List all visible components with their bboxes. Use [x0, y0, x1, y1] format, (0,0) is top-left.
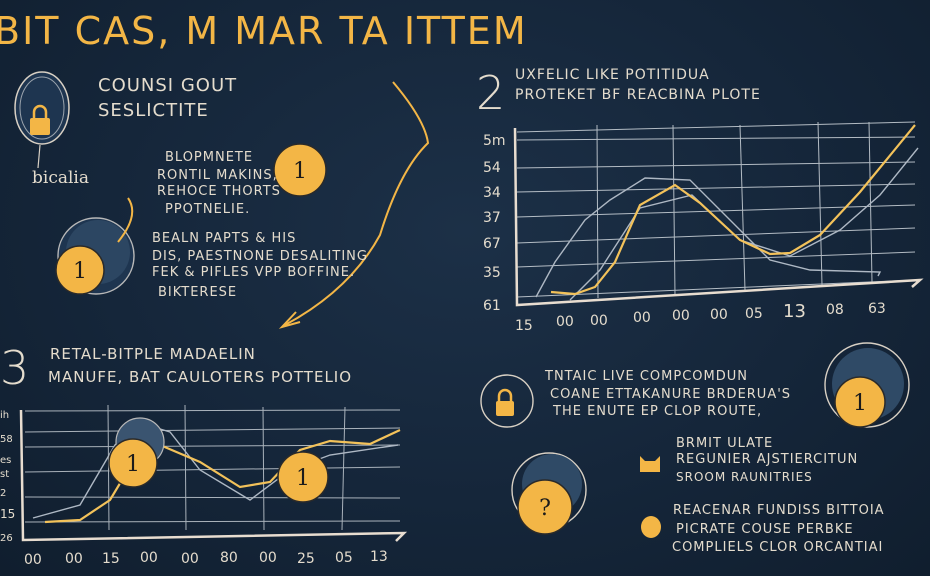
text-line: TNTAIC LIVE COMPCOMDUN: [545, 369, 748, 384]
svg-text:00: 00: [65, 551, 83, 567]
x-tick: 15: [515, 318, 533, 334]
x-tick: 00: [590, 313, 608, 329]
text-line: REGUNIER AJSTIERCITUN: [676, 452, 859, 467]
text-line: DIS, PAESTNONE DESALITING: [152, 249, 368, 264]
svg-text:1: 1: [296, 466, 310, 491]
svg-text:es: es: [0, 455, 11, 466]
svg-text:58: 58: [0, 434, 13, 445]
section1-heading: COUNSI GOUT: [98, 75, 238, 96]
text-line: PICRATE COUSE PERBKE: [676, 522, 854, 537]
globe-badge: 1: [55, 217, 135, 295]
svg-text:26: 26: [0, 533, 13, 544]
arrow-curve-small: [117, 197, 134, 243]
section3-heading: MANUFE, BAT CAULOTERS POTTELIO: [48, 368, 353, 386]
x-tick: 13: [783, 301, 806, 322]
y-tick: 37: [483, 210, 501, 226]
x-tick: 00: [710, 307, 728, 323]
text-line: BRMIT ULATE: [676, 436, 774, 451]
chart-top-right-x-ticks: 15 00 00 00 00 00 05 13 08 63: [515, 301, 886, 334]
badge-1: 1: [273, 143, 327, 197]
series-gray-2: [569, 147, 919, 301]
svg-text:2: 2: [0, 488, 6, 499]
chart-badge-2: 1: [277, 451, 329, 503]
series-gray-1: [535, 177, 882, 298]
svg-text:25: 25: [297, 551, 315, 567]
svg-text:1: 1: [126, 452, 140, 477]
dot-icon: [641, 516, 661, 538]
svg-text:1: 1: [853, 391, 867, 416]
arrow-curve-long: [284, 81, 430, 326]
text-line: RONTIL MAKINS,: [157, 168, 278, 183]
y-tick: 54: [483, 160, 501, 176]
arrow-head-icon: [278, 311, 301, 329]
chart-axes: [513, 127, 924, 307]
chart-badge-1: 1: [108, 417, 165, 488]
section1-heading: SESLICTITE: [98, 100, 209, 121]
text-line: COMPLIELS CLOR ORCANTIAI: [672, 540, 884, 555]
lock-circle-icon: [480, 374, 534, 428]
text-line: COANE ETTAKANURE BRDERUA'S: [550, 387, 792, 402]
svg-text:15: 15: [102, 551, 120, 567]
lock-label: bicalia: [32, 168, 89, 188]
series-gold: [44, 429, 401, 524]
section-number: 2: [476, 66, 507, 120]
svg-text:80: 80: [220, 550, 238, 566]
x-tick: 63: [868, 301, 886, 317]
text-line: THE ENUTE EP CLOP ROUTE,: [553, 404, 763, 419]
text-line: BEALN PAPTS & HIS: [152, 231, 297, 246]
svg-text:13: 13: [370, 549, 388, 565]
chart-axes: [19, 409, 408, 542]
chart-bottom-left-x-ticks: 00 00 15 00 00 80 00 25 05 13: [24, 549, 388, 568]
chart-top-right-y-ticks: 5m 54 34 37 67 35 61: [483, 133, 506, 314]
svg-text:1: 1: [293, 159, 307, 184]
y-tick: 35: [483, 265, 501, 281]
text-line: BLOPMNETE: [165, 150, 254, 165]
section3-heading: RETAL-BITPLE MADAELIN: [50, 345, 256, 363]
svg-text:00: 00: [24, 552, 42, 568]
cat-icon: [640, 456, 660, 472]
svg-text:15: 15: [0, 507, 15, 521]
y-tick: 5m: [483, 133, 506, 149]
text-line: REACENAR FUNDISS BITTOIA: [673, 503, 885, 518]
x-tick: 00: [556, 314, 574, 330]
x-tick: 00: [672, 308, 690, 324]
svg-text:st: st: [0, 469, 9, 480]
globe-badge: 1: [824, 342, 910, 428]
x-tick: 00: [633, 310, 651, 326]
x-tick: 05: [745, 306, 763, 322]
section2-heading: UXFELIC LIKE POTITIDUA: [515, 67, 710, 83]
section2-heading: PROTEKET BF REACBINA PLOTE: [515, 87, 761, 103]
chart-bottom-left-y-ticks: ih 58 es st 2 15 26: [0, 410, 15, 544]
series-gold: [550, 124, 916, 296]
svg-text:05: 05: [335, 550, 353, 566]
text-line: REHOCE THORTS: [157, 184, 281, 199]
y-tick: 34: [483, 185, 501, 201]
svg-text:?: ?: [539, 496, 551, 521]
x-tick: 08: [826, 302, 844, 318]
svg-text:00: 00: [259, 550, 277, 566]
text-line: FEK & PIFLES VPP BOFFINE.: [152, 265, 356, 280]
chart-top-right: [516, 121, 916, 299]
section-number: 3: [0, 341, 31, 395]
text-line: SROOM RAUNITRIES: [676, 470, 813, 484]
lock-circle-icon: [14, 71, 70, 169]
svg-text:ih: ih: [0, 410, 9, 421]
svg-text:1: 1: [73, 259, 87, 284]
question-badge: ?: [511, 452, 587, 535]
text-line: PPOTNELIE.: [165, 202, 251, 217]
y-tick: 67: [483, 236, 501, 252]
svg-text:00: 00: [181, 551, 199, 567]
chart-bottom-left: [24, 404, 401, 531]
y-tick: 61: [483, 298, 501, 314]
page-title: BIT CAS, M MAR TA ITTEM: [0, 9, 528, 53]
text-line: BIKTERESE: [158, 285, 238, 300]
svg-text:00: 00: [140, 550, 158, 566]
